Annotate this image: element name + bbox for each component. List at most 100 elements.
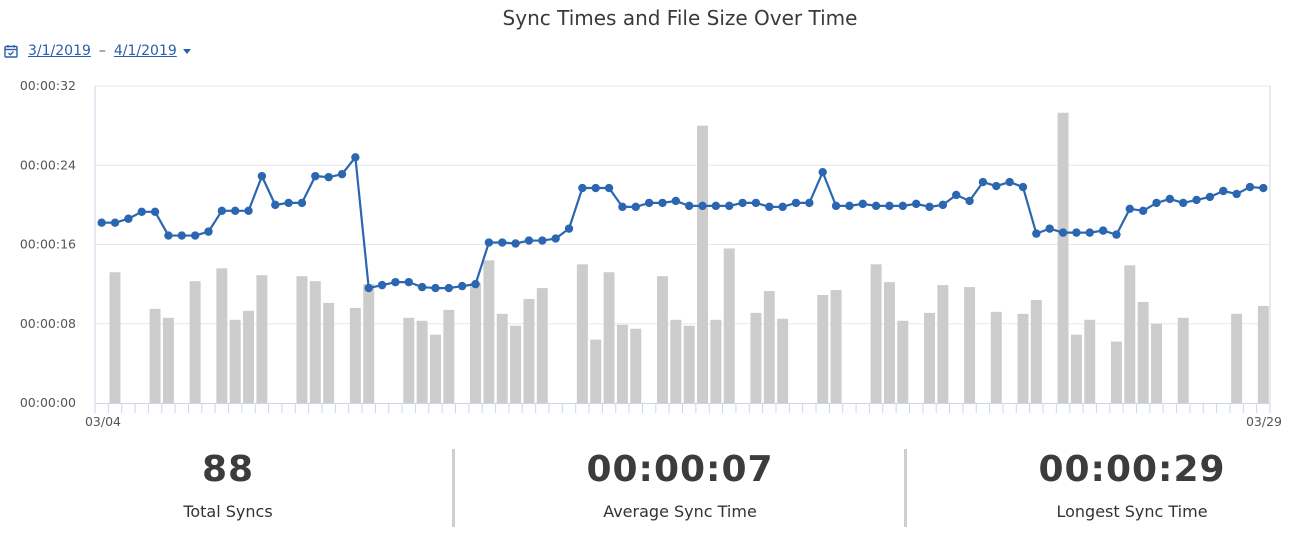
sync-time-point <box>992 181 1001 191</box>
y-tick-label: 00:00:16 <box>20 237 76 252</box>
y-tick-label: 00:00:32 <box>20 78 76 93</box>
sync-time-point <box>1005 177 1014 187</box>
sync-time-point <box>538 236 547 245</box>
stat-divider <box>904 449 907 527</box>
sync-time-point <box>644 198 654 208</box>
sync-time-point <box>952 190 961 200</box>
stat-value: 88 <box>201 449 255 490</box>
file-size-bar <box>443 309 455 403</box>
file-size-bar <box>1177 317 1189 403</box>
axis-labels: 00:00:00 00:00:08 00:00:16 00:00:24 00:00:32… <box>20 78 1282 429</box>
file-size-bar <box>109 272 121 403</box>
file-size-bar <box>189 281 201 403</box>
sync-time-point <box>257 171 267 181</box>
sync-time-point <box>1219 186 1228 196</box>
sync-time-point <box>1165 194 1175 204</box>
sync-time-point <box>164 231 173 240</box>
stat-longest-sync-time: 00:00:29 Longest Sync Time <box>922 445 1292 521</box>
sync-time-point <box>230 206 240 216</box>
stat-label: Longest Sync Time <box>1056 502 1208 521</box>
file-size-bar <box>964 287 976 403</box>
file-size-bar <box>750 312 762 403</box>
file-size-bar <box>256 275 268 403</box>
x-start-label: 03/04 <box>85 414 121 429</box>
file-size-bar <box>323 302 335 403</box>
sync-time-point <box>417 282 427 292</box>
file-size-bar <box>670 319 682 403</box>
file-size-bar <box>777 318 789 403</box>
sync-time-point <box>431 283 440 293</box>
x-end-label: 03/29 <box>1246 414 1282 429</box>
sync-time-point <box>204 227 213 236</box>
sync-time-point <box>404 277 413 287</box>
file-size-bar <box>924 312 935 403</box>
sync-time-point <box>351 153 360 162</box>
file-size-bar <box>603 272 615 403</box>
date-range-picker[interactable]: 3/1/2019 – 4/1/2019 <box>4 43 191 59</box>
sync-time-point <box>1045 224 1054 233</box>
file-size-bar <box>723 248 735 403</box>
file-size-bars <box>109 112 1269 403</box>
file-size-bar <box>817 295 829 403</box>
file-size-bar <box>576 264 588 403</box>
sync-time-point <box>391 277 400 287</box>
stat-total-syncs: 88 Total Syncs <box>18 445 438 521</box>
file-size-bar <box>1137 301 1149 403</box>
sync-time-point <box>311 171 320 181</box>
file-size-bar <box>1151 323 1162 403</box>
sync-time-point <box>1085 228 1094 237</box>
sync-time-point <box>297 198 307 208</box>
sync-time-point <box>511 239 520 248</box>
sync-time-point <box>217 206 227 216</box>
sync-time-point <box>1205 192 1215 202</box>
sync-time-point <box>1112 230 1121 239</box>
file-size-bar <box>216 268 228 403</box>
sync-time-point <box>137 207 146 217</box>
file-size-bar <box>937 285 949 403</box>
file-size-bar <box>416 320 428 403</box>
sync-time-point <box>1245 182 1255 192</box>
calendar-icon <box>4 45 18 58</box>
sync-time-point <box>150 207 160 217</box>
sync-time-point <box>564 224 574 233</box>
file-size-bar <box>1057 112 1069 403</box>
file-size-bar <box>656 276 668 403</box>
end-date-link[interactable]: 4/1/2019 <box>113 43 177 59</box>
sync-time-point <box>818 167 827 177</box>
sync-time-point <box>551 234 560 243</box>
sync-time-point <box>444 283 454 293</box>
file-size-bar <box>1030 299 1042 403</box>
sync-time-point <box>938 200 948 210</box>
sync-time-point <box>658 198 667 208</box>
file-size-bar <box>1257 305 1269 403</box>
sync-time-point <box>725 201 734 211</box>
sync-time-point <box>751 198 761 208</box>
sync-time-point <box>858 199 867 209</box>
sync-time-point <box>778 202 787 212</box>
chevron-down-icon[interactable] <box>182 48 191 54</box>
sync-time-point <box>631 202 640 212</box>
file-size-bar <box>483 260 495 403</box>
file-size-bar <box>710 319 722 403</box>
sync-time-point <box>791 198 801 208</box>
file-size-bar <box>309 281 321 403</box>
sync-chart: 00:00:00 00:00:08 00:00:16 00:00:24 00:00:32… <box>20 78 1282 429</box>
file-size-bar <box>830 290 842 403</box>
sync-time-point <box>1259 183 1268 193</box>
sync-time-point <box>898 201 908 211</box>
sync-time-point <box>1232 189 1241 199</box>
file-size-bar <box>296 276 308 403</box>
file-size-bar <box>430 334 441 403</box>
sync-time-point <box>591 183 600 193</box>
file-size-bar <box>590 339 602 403</box>
stat-label: Total Syncs <box>183 502 273 521</box>
stat-value: 00:00:07 <box>586 449 774 490</box>
y-tick-label: 00:00:00 <box>20 395 76 410</box>
file-size-bar <box>630 328 642 403</box>
file-size-bar <box>1231 313 1243 403</box>
start-date-link[interactable]: 3/1/2019 <box>28 43 91 59</box>
sync-time-point <box>324 172 333 182</box>
file-size-bar <box>403 317 415 403</box>
sync-time-point <box>978 177 988 187</box>
file-size-bar <box>1124 265 1136 403</box>
